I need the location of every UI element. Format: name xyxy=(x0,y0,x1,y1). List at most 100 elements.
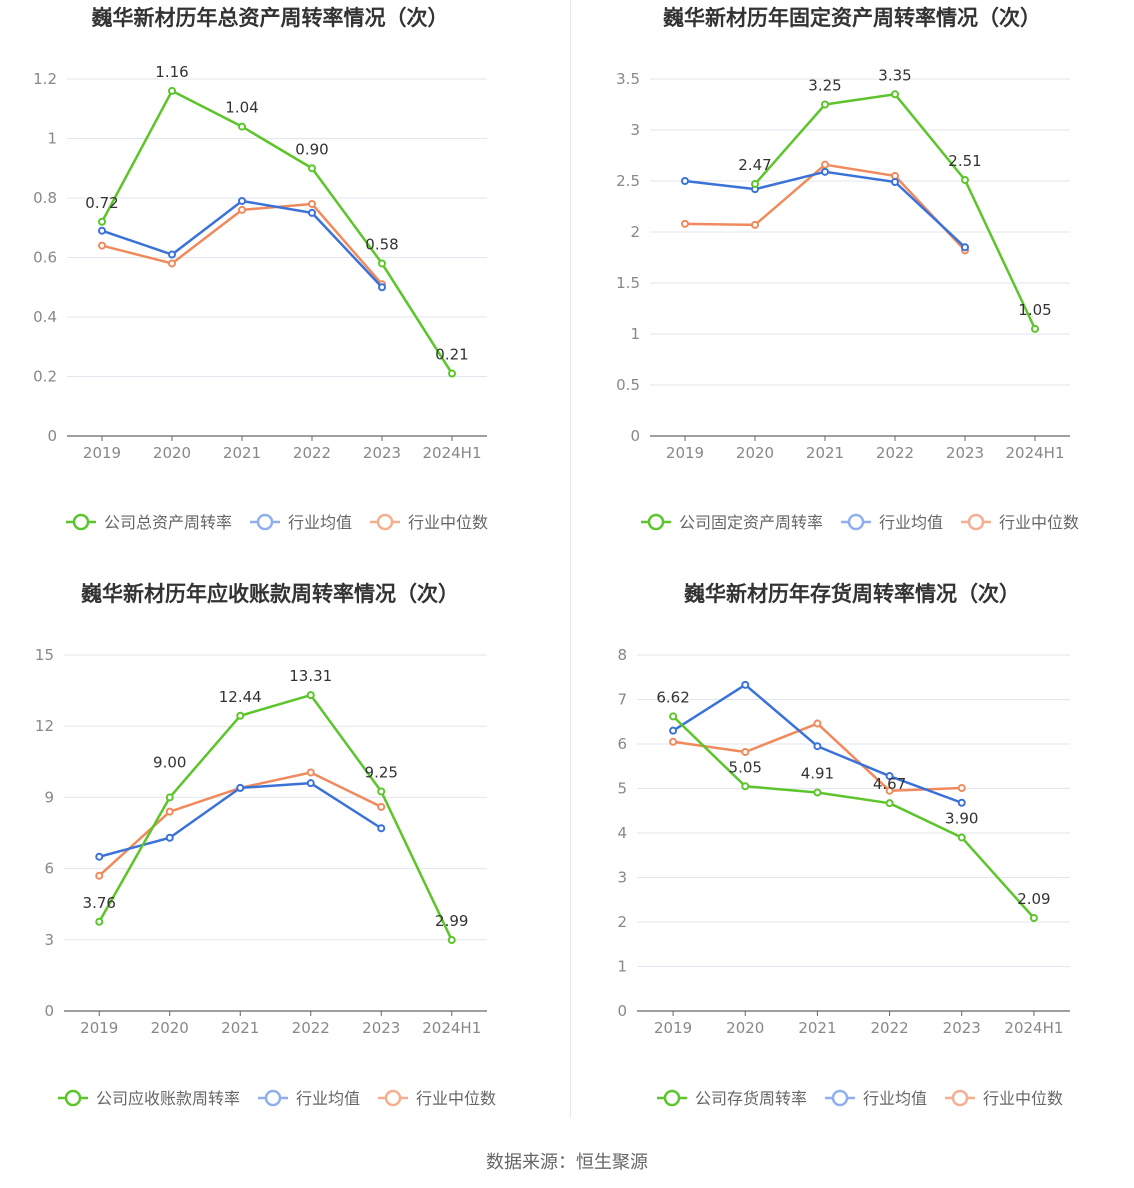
point-company xyxy=(1029,913,1038,922)
y-tick-label: 6 xyxy=(617,735,627,753)
point-industry-avg xyxy=(681,177,689,185)
series-line-company xyxy=(672,715,1035,919)
point-industry-median xyxy=(306,768,315,777)
point-company xyxy=(957,833,966,842)
y-tick-label: 0.2 xyxy=(33,368,57,386)
point-company xyxy=(669,712,678,721)
legend-label: 行业中位数 xyxy=(983,1089,1063,1108)
x-tick-label: 2024H1 xyxy=(1004,1019,1063,1037)
point-industry-median xyxy=(821,160,829,169)
y-tick-label: 1 xyxy=(630,325,640,343)
x-tick-label: 2022 xyxy=(293,444,331,462)
point-industry-median xyxy=(957,784,966,793)
point-industry-median xyxy=(377,802,386,811)
y-tick-label: 3.5 xyxy=(616,70,640,88)
point-industry-avg xyxy=(238,196,246,205)
legend-item-company: 公司应收账款周转率 xyxy=(58,1089,240,1108)
legend-item-company: 公司总资产周转率 xyxy=(66,513,232,532)
chart-svg: 巍华新材历年应收账款周转率情况（次） 0 3 6 9 12 15 2019 2020 2021 20… xyxy=(35,582,496,1108)
legend-marker xyxy=(951,1089,969,1107)
point-company xyxy=(961,175,969,184)
legend-label: 公司固定资产周转率 xyxy=(679,513,823,532)
y-tick-label: 3 xyxy=(44,931,54,949)
legend-marker xyxy=(72,513,90,531)
data-label: 2.99 xyxy=(435,912,468,930)
data-label: 9.25 xyxy=(365,763,398,781)
legend-item-company: 公司存货周转率 xyxy=(657,1089,807,1108)
legend-item-company: 公司固定资产周转率 xyxy=(641,513,823,532)
x-tick-label: 2023 xyxy=(946,444,984,462)
chart-svg: 巍华新材历年存货周转率情况（次） 0 1 2 3 4 5 6 7 8 2019 2020 2021 202… xyxy=(617,582,1070,1108)
point-company xyxy=(238,122,246,131)
point-industry-median xyxy=(669,737,678,746)
x-tick-label: 2022 xyxy=(870,1019,908,1037)
legend-marker xyxy=(831,1089,849,1107)
point-industry-median xyxy=(751,220,759,229)
chart-title: 巍华新材历年应收账款周转率情况（次） xyxy=(81,582,459,606)
y-tick-label: 1 xyxy=(47,130,57,148)
y-tick-label: 3 xyxy=(617,869,627,887)
y-tick-label: 0 xyxy=(630,427,640,445)
x-tick-label: 2024H1 xyxy=(1006,444,1065,462)
x-tick-label: 2023 xyxy=(362,1019,400,1037)
legend-label: 行业均值 xyxy=(288,513,352,532)
data-label: 4.91 xyxy=(801,765,834,783)
point-company xyxy=(741,782,750,791)
point-company xyxy=(165,793,174,802)
point-industry-avg xyxy=(813,742,822,751)
point-industry-avg xyxy=(308,208,316,217)
data-label: 1.16 xyxy=(155,63,188,81)
x-tick-label: 2024H1 xyxy=(423,444,482,462)
point-company xyxy=(885,799,894,808)
data-label: 12.44 xyxy=(219,688,262,706)
legend-label: 公司应收账款周转率 xyxy=(96,1089,240,1108)
y-tick-label: 2.5 xyxy=(616,172,640,190)
data-label: 2.47 xyxy=(738,156,771,174)
legend-label: 行业均值 xyxy=(296,1089,360,1108)
point-company xyxy=(448,369,456,378)
data-label: 1.05 xyxy=(1018,301,1051,319)
y-tick-label: 12 xyxy=(35,717,54,735)
y-tick-label: 0.5 xyxy=(616,376,640,394)
legend-item-industry-median: 行业中位数 xyxy=(370,513,488,532)
y-tick-label: 0.4 xyxy=(33,308,57,326)
series-line-company xyxy=(100,89,454,375)
chart-inventory-turnover: 巍华新材历年存货周转率情况（次） 0 1 2 3 4 5 6 7 8 2019 2020 2021 202… xyxy=(580,574,1134,1148)
y-tick-label: 7 xyxy=(617,691,627,709)
y-tick-label: 5 xyxy=(617,780,627,798)
legend-marker xyxy=(264,1089,282,1107)
point-company xyxy=(1031,324,1039,333)
x-tick-label: 2020 xyxy=(736,444,774,462)
legend-marker xyxy=(647,513,665,531)
panel-divider xyxy=(570,0,571,1118)
point-industry-avg xyxy=(891,178,899,187)
point-industry-median xyxy=(165,807,174,816)
legend-item-industry-median: 行业中位数 xyxy=(961,513,1079,532)
y-tick-label: 1.5 xyxy=(616,274,640,292)
point-company xyxy=(308,164,316,173)
legend-item-industry-avg: 行业均值 xyxy=(250,513,352,532)
y-tick-label: 0 xyxy=(47,427,57,445)
y-tick-label: 0 xyxy=(44,1002,54,1020)
x-tick-label: 2021 xyxy=(806,444,844,462)
chart-title: 巍华新材历年总资产周转率情况（次） xyxy=(92,6,449,30)
point-industry-median xyxy=(95,871,104,880)
x-tick-label: 2019 xyxy=(666,444,704,462)
data-label: 0.21 xyxy=(435,346,468,364)
legend-marker xyxy=(967,513,985,531)
point-company xyxy=(98,217,106,226)
x-tick-label: 2019 xyxy=(80,1019,118,1037)
point-company xyxy=(306,691,315,700)
point-company xyxy=(95,917,104,926)
data-label: 0.90 xyxy=(295,140,328,158)
y-tick-label: 0.6 xyxy=(33,249,57,267)
point-industry-avg xyxy=(961,243,969,252)
point-company xyxy=(378,259,386,268)
point-company xyxy=(813,788,822,797)
point-industry-median xyxy=(885,786,894,795)
data-label: 3.25 xyxy=(808,77,841,95)
point-industry-avg xyxy=(95,852,104,861)
point-industry-avg xyxy=(165,833,174,842)
legend-label: 公司总资产周转率 xyxy=(104,513,232,532)
legend-label: 行业中位数 xyxy=(999,513,1079,532)
